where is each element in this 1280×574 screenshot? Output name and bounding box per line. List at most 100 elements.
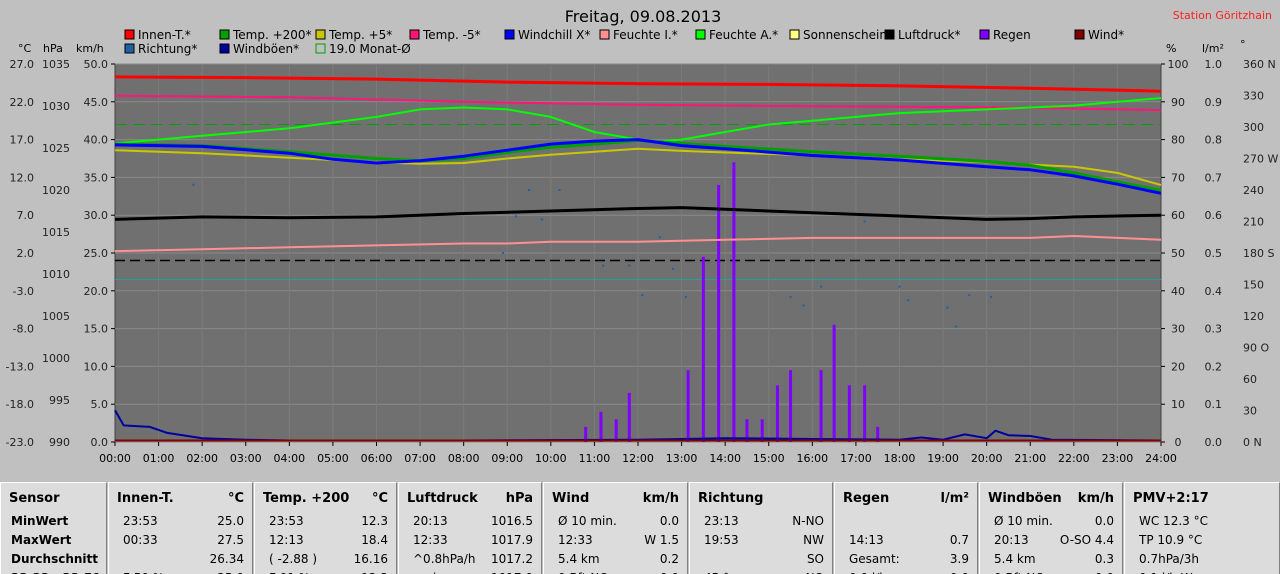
- cell-right: 12.3: [361, 514, 388, 528]
- humidity-tick-label: 80: [1171, 134, 1185, 147]
- cell-right: 18.4: [361, 533, 388, 547]
- cell-left: Durchschnitt: [11, 552, 99, 566]
- rain-tick-label: 0.4: [1205, 285, 1223, 298]
- cell-left: Gesamt:: [849, 552, 900, 566]
- humidity-tick-label: 90: [1171, 96, 1185, 109]
- table-row: 5.4 km 0.3: [988, 550, 1114, 568]
- temp-tick-label: 7.0: [17, 209, 35, 222]
- rain-bar: [686, 370, 690, 442]
- table-column: Innen-T. °C 23:53 25.0 00:33 27.5 26.34 F 50 % 2…: [108, 482, 253, 574]
- rain-tick-label: 0.6: [1205, 209, 1223, 222]
- station-name: Station Göritzhain: [1173, 9, 1272, 22]
- direction-point: [528, 189, 531, 191]
- column-header: Regen l/m²: [843, 491, 969, 506]
- cell-right: 0.0: [1094, 514, 1114, 528]
- rain-bar: [789, 370, 793, 442]
- table-column: Regen l/m² 14:13 0.7 Gesamt: 3.9 0.0 l/h 0.0: [834, 482, 978, 574]
- humidity-unit-label: %: [1166, 42, 1176, 55]
- legend-swatch: [504, 29, 515, 40]
- direction-point: [541, 218, 544, 221]
- column-header: Wind km/h: [552, 491, 679, 506]
- column-title: Sensor: [9, 491, 60, 506]
- legend-swatch: [1074, 29, 1085, 40]
- table-row: Ø 10 min. 0.0: [552, 512, 679, 530]
- column-title: Windböen: [988, 491, 1062, 506]
- weather-chart: Freitag, 09.08.2013 Station Göritzhain I…: [5, 7, 1279, 465]
- rain-bar: [614, 419, 618, 442]
- legend-label: Temp. +5*: [328, 28, 392, 42]
- wind-tick-label: 50.0: [84, 58, 109, 71]
- column-title: Temp. +200: [263, 491, 350, 506]
- column-header: Temp. +200 °C: [263, 491, 388, 506]
- x-tick-label: 02:00: [186, 452, 218, 465]
- rain-bar: [863, 385, 867, 442]
- x-tick-label: 08:00: [448, 452, 480, 465]
- cell-right: W 1.5: [644, 533, 679, 547]
- series-line: [114, 94, 1162, 112]
- table-row: SO: [698, 550, 824, 568]
- pressure-tick-label: 1015: [42, 226, 70, 239]
- table-row: WC 12.3 °C: [1133, 512, 1271, 530]
- x-tick-label: 16:00: [796, 452, 828, 465]
- rain-tick-label: 0.9: [1205, 96, 1223, 109]
- x-tick-label: 18:00: [884, 452, 916, 465]
- table-row: 12:13 18.4: [263, 531, 388, 549]
- temp-tick-label: -3.0: [13, 285, 34, 298]
- column-unit: °C: [371, 491, 388, 506]
- wind-tick-label: 20.0: [84, 285, 109, 298]
- rain-tick-label: 0.8: [1205, 134, 1223, 147]
- cell-right: 25.0: [217, 514, 244, 528]
- cell-right: NW: [803, 533, 824, 547]
- table-column: PMV+2:17 WC 12.3 °C TP 10.9 °C 0.7hPa/3h 0.1…: [1124, 482, 1280, 574]
- cell-right: 1017.0: [491, 569, 533, 574]
- cell-right: 1016.5: [491, 514, 533, 528]
- cell-right: 0.0: [950, 569, 969, 574]
- column-unit: km/h: [642, 491, 679, 506]
- cell-right: 12.3: [361, 569, 388, 574]
- legend-label: Temp. +200*: [232, 28, 312, 42]
- temp-tick-label: -23.0: [6, 436, 34, 449]
- table-row: 12:33 W 1.5: [552, 531, 679, 549]
- legend-label: Windböen*: [233, 42, 299, 56]
- cell-right: 3.9: [949, 552, 969, 566]
- direction-point: [641, 294, 644, 296]
- x-tick-label: 01:00: [143, 452, 175, 465]
- wind-tick-label: 15.0: [84, 323, 109, 336]
- rain-tick-label: 0.2: [1205, 360, 1223, 373]
- cell-left: 19:53: [704, 533, 739, 547]
- table-row: 23:13 N-NO: [698, 512, 824, 530]
- cell-left: TP 10.9 °C: [1139, 533, 1203, 547]
- direction-point: [907, 299, 910, 302]
- temp-tick-label: -18.0: [6, 398, 34, 411]
- column-header: Sensor: [9, 491, 98, 506]
- column-unit: °C: [227, 491, 244, 506]
- rain-tick-label: 0.0: [1205, 436, 1223, 449]
- direction-tick-label: 90 O: [1243, 342, 1269, 355]
- table-row: 14:13 0.7: [843, 531, 969, 549]
- rain-bar: [627, 392, 631, 442]
- table-row: F 91 % 12.3: [263, 569, 388, 574]
- cell-left: 45 °: [704, 569, 729, 574]
- direction-point: [671, 267, 674, 270]
- wind-tick-label: 30.0: [84, 209, 109, 222]
- cell-left: gering: [413, 569, 452, 574]
- wind-unit-label: km/h: [76, 42, 104, 55]
- humidity-tick-label: 100: [1168, 58, 1189, 71]
- legend-label: Luftdruck*: [898, 28, 961, 42]
- x-tick-label: 13:00: [666, 452, 698, 465]
- cell-left: ^0.8hPa/h: [413, 552, 476, 566]
- x-tick-label: 17:00: [840, 452, 872, 465]
- column-title: Richtung: [698, 491, 764, 506]
- column-header: Richtung: [698, 491, 824, 506]
- direction-point: [820, 285, 823, 288]
- direction-point: [501, 252, 504, 254]
- series-lines: [114, 75, 1162, 442]
- temp-tick-label: -13.0: [6, 360, 34, 373]
- x-tick-label: 04:00: [273, 452, 305, 465]
- rain-tick-label: 0.1: [1205, 398, 1223, 411]
- cell-left: 23:13: [704, 514, 739, 528]
- direction-point: [684, 296, 687, 299]
- table-row: Gesamt: 3.9: [843, 550, 969, 568]
- rain-tick-label: 0.5: [1205, 247, 1223, 260]
- column-title: Innen-T.: [117, 491, 174, 506]
